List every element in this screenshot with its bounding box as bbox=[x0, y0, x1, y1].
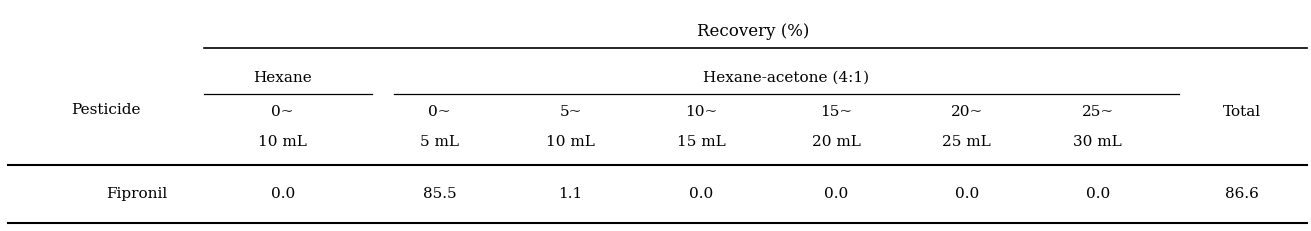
Text: 20 mL: 20 mL bbox=[812, 135, 860, 149]
Text: 10 mL: 10 mL bbox=[545, 135, 595, 149]
Text: 5 mL: 5 mL bbox=[420, 135, 459, 149]
Text: Hexane: Hexane bbox=[253, 71, 312, 85]
Text: 5~: 5~ bbox=[560, 105, 582, 119]
Text: 0.0: 0.0 bbox=[270, 187, 295, 201]
Text: 1.1: 1.1 bbox=[558, 187, 582, 201]
Text: Hexane-acetone (4:1): Hexane-acetone (4:1) bbox=[703, 71, 869, 85]
Text: 25 mL: 25 mL bbox=[943, 135, 991, 149]
Text: 0~: 0~ bbox=[271, 105, 294, 119]
Text: 25~: 25~ bbox=[1082, 105, 1114, 119]
Text: Total: Total bbox=[1223, 105, 1261, 119]
Text: 0.0: 0.0 bbox=[1086, 187, 1110, 201]
Text: 0.0: 0.0 bbox=[823, 187, 848, 201]
Text: 85.5: 85.5 bbox=[423, 187, 456, 201]
Text: 0~: 0~ bbox=[429, 105, 451, 119]
Text: 30 mL: 30 mL bbox=[1074, 135, 1122, 149]
Text: 15 mL: 15 mL bbox=[676, 135, 726, 149]
Text: 86.6: 86.6 bbox=[1224, 187, 1259, 201]
Text: Fipronil: Fipronil bbox=[106, 187, 168, 201]
Text: 0.0: 0.0 bbox=[954, 187, 979, 201]
Text: 10 mL: 10 mL bbox=[258, 135, 307, 149]
Text: 15~: 15~ bbox=[819, 105, 852, 119]
Text: Pesticide: Pesticide bbox=[71, 103, 140, 117]
Text: 0.0: 0.0 bbox=[690, 187, 713, 201]
Text: 10~: 10~ bbox=[686, 105, 717, 119]
Text: 20~: 20~ bbox=[950, 105, 983, 119]
Text: Recovery (%): Recovery (%) bbox=[697, 23, 810, 40]
